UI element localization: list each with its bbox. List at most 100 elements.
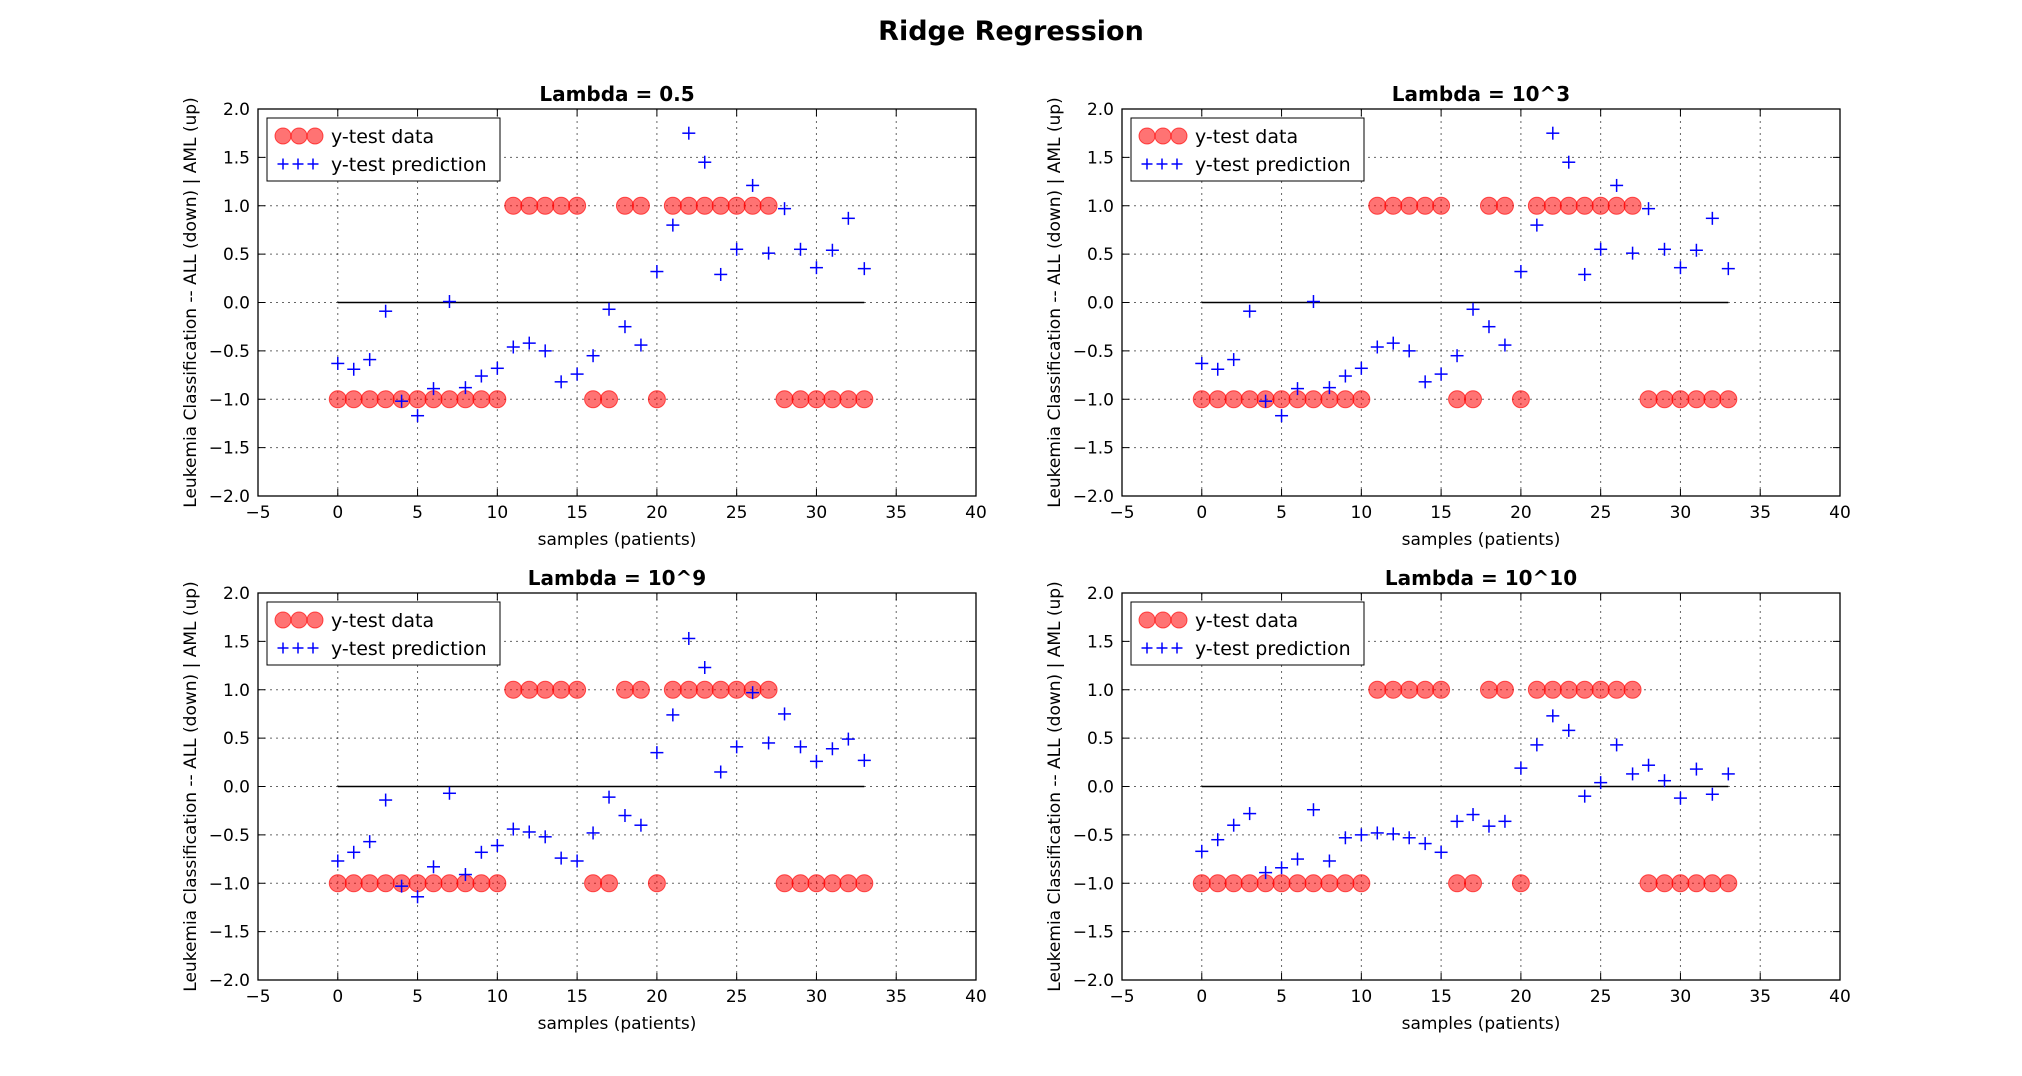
x-tick-label: 30 — [806, 987, 828, 1007]
prediction-point — [1338, 369, 1352, 383]
panel-title: Lambda = 10^9 — [528, 566, 706, 590]
x-tick-label: 40 — [965, 503, 987, 523]
y-tick-label: −2.0 — [1073, 487, 1114, 507]
prediction-point — [1227, 353, 1241, 367]
data-point — [679, 196, 698, 215]
prediction-point — [395, 879, 409, 893]
data-point — [1400, 196, 1419, 215]
data-point — [376, 874, 395, 893]
prediction-point — [809, 754, 823, 768]
prediction-point — [1466, 808, 1480, 822]
prediction-point — [331, 854, 345, 868]
x-tick-label: 25 — [1590, 503, 1612, 523]
data-point — [504, 196, 523, 215]
prediction-point — [1482, 819, 1496, 833]
data-point — [1671, 874, 1690, 893]
data-point — [1479, 680, 1498, 699]
y-tick-label: 1.0 — [223, 197, 250, 217]
prediction-point — [730, 740, 744, 754]
data-point — [1432, 196, 1451, 215]
x-axis-label: samples (patients) — [1402, 1014, 1561, 1034]
prediction-point — [1610, 738, 1624, 752]
data-point — [1320, 874, 1339, 893]
plot-frame — [257, 108, 977, 497]
prediction-point — [1594, 776, 1608, 790]
legend-label-y-test-prediction: y-test prediction — [331, 638, 487, 660]
prediction-point — [570, 854, 584, 868]
prediction-point — [1450, 349, 1464, 363]
data-point — [1464, 390, 1483, 409]
data-point — [631, 196, 650, 215]
x-tick-label: 35 — [885, 987, 907, 1007]
y-tick-label: 2.0 — [223, 100, 250, 120]
data-point — [1719, 874, 1738, 893]
prediction-point — [363, 835, 377, 849]
prediction-point — [1227, 818, 1241, 832]
prediction-point — [427, 382, 441, 396]
prediction-point — [331, 356, 345, 370]
prediction-point — [1626, 246, 1640, 260]
data-point — [663, 196, 682, 215]
prediction-point — [379, 793, 393, 807]
data-point — [1352, 390, 1371, 409]
legend-label-y-test-data: y-test data — [331, 126, 434, 148]
series-y-test-prediction — [1195, 126, 1735, 423]
data-point — [440, 874, 459, 893]
prediction-point — [1434, 367, 1448, 381]
data-point — [1495, 196, 1514, 215]
prediction-point — [1259, 866, 1273, 880]
data-point — [1687, 874, 1706, 893]
data-point — [536, 196, 555, 215]
data-point — [360, 874, 379, 893]
prediction-point — [1195, 356, 1209, 370]
y-tick-label: −2.0 — [1073, 971, 1114, 991]
data-point — [552, 196, 571, 215]
prediction-point — [762, 246, 776, 260]
y-tick-label: 1.0 — [1087, 681, 1114, 701]
panel-title: Lambda = 10^10 — [1385, 566, 1577, 590]
data-point — [711, 680, 730, 699]
data-point — [472, 874, 491, 893]
prediction-point — [442, 295, 456, 309]
data-point — [584, 874, 603, 893]
chart-panel-1: −5 0 5 10 15 20 25 30 35 40 −2.0 −1.5 −1.0 −0.5 0.0 0.5… — [181, 82, 987, 550]
x-tick-label: 10 — [1351, 503, 1373, 523]
x-tick-label: 35 — [885, 503, 907, 523]
prediction-point — [1402, 831, 1416, 845]
data-point — [1575, 196, 1594, 215]
prediction-point — [570, 367, 584, 381]
legend-marker-circle — [274, 127, 292, 145]
prediction-point — [793, 740, 807, 754]
chart-panel-3: −5 0 5 10 15 20 25 30 35 40 −2.0 −1.5 −1.0 −0.5 0.0 0.5… — [181, 566, 987, 1034]
legend-label-y-test-data: y-test data — [331, 610, 434, 632]
data-point — [1272, 390, 1291, 409]
legend-marker-circle — [1138, 611, 1156, 629]
legend: y-test data y-test prediction — [266, 601, 501, 666]
prediction-point — [1275, 409, 1289, 423]
y-tick-label: 0.5 — [1087, 729, 1114, 749]
x-tick-label: 0 — [332, 987, 343, 1007]
y-tick-label: 2.0 — [223, 584, 250, 604]
y-tick-label: 0.5 — [1087, 245, 1114, 265]
data-point — [1304, 874, 1323, 893]
data-point — [823, 874, 842, 893]
prediction-point — [634, 818, 648, 832]
data-point — [855, 874, 874, 893]
prediction-point — [1578, 267, 1592, 281]
prediction-point — [1402, 344, 1416, 358]
x-tick-label: 25 — [726, 987, 748, 1007]
prediction-point — [1498, 338, 1512, 352]
y-tick-label: −0.5 — [209, 342, 250, 362]
data-point — [1527, 680, 1546, 699]
legend-label-y-test-prediction: y-test prediction — [1195, 154, 1351, 176]
y-tick-label: −1.5 — [209, 439, 250, 459]
prediction-point — [1689, 762, 1703, 776]
y-tick-label: 0.5 — [223, 245, 250, 265]
data-point — [807, 390, 826, 409]
x-tick-label: 5 — [1276, 987, 1287, 1007]
y-tick-label: −1.5 — [1073, 439, 1114, 459]
data-point — [695, 196, 714, 215]
prediction-point — [1466, 302, 1480, 316]
prediction-point — [650, 265, 664, 279]
x-tick-label: 25 — [1590, 987, 1612, 1007]
